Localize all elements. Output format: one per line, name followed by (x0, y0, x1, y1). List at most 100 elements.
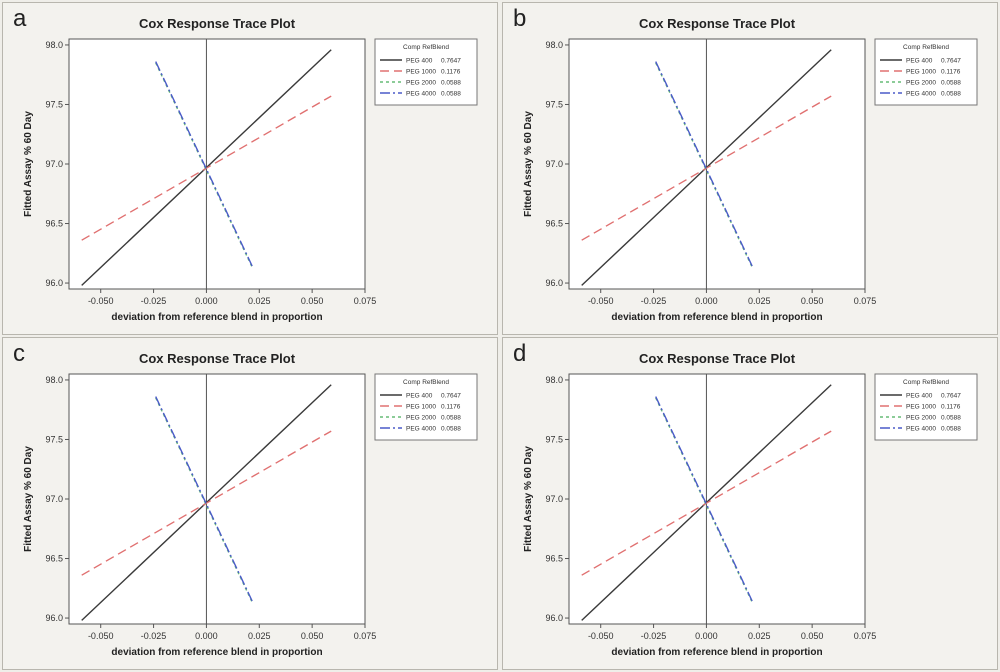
legend-label: PEG 400 (406, 58, 433, 65)
legend: Comp RefBlend PEG 400 0.7647 PEG 1000 0.1176… (874, 373, 978, 441)
y-tick-label: 98.0 (45, 40, 63, 50)
y-tick-label: 97.5 (45, 434, 63, 444)
x-tick-label: -0.025 (641, 631, 667, 641)
series-line-peg-4000 (655, 61, 754, 268)
y-tick-label: 97.0 (545, 159, 563, 169)
legend-value: 0.0588 (941, 91, 961, 98)
x-tick-label: 0.075 (354, 296, 377, 306)
y-tick-label: 96.5 (545, 554, 563, 564)
legend-box (874, 373, 978, 441)
panel-letter: a (13, 5, 27, 32)
x-tick-label: -0.050 (88, 631, 114, 641)
legend-label: PEG 2000 (406, 415, 436, 422)
legend-title: Comp RefBlend (403, 379, 449, 386)
series-line-peg-4000 (155, 396, 254, 603)
plot-area (568, 38, 866, 290)
chart-panel-a: a Cox Response Trace Plot -0.050 -0.025 0.0… (2, 2, 498, 335)
legend-title: Comp RefBlend (903, 379, 949, 386)
x-tick-label: -0.050 (588, 631, 614, 641)
y-tick-label: 98.0 (45, 375, 63, 385)
legend-value: 0.7647 (441, 58, 461, 65)
y-tick-label: 97.5 (45, 99, 63, 109)
plot-area (568, 373, 866, 625)
series-line-peg-4000 (155, 61, 254, 268)
x-tick-label: -0.025 (141, 296, 167, 306)
legend-box (374, 38, 478, 106)
x-tick-label: 0.075 (854, 296, 877, 306)
x-tick-label: 0.075 (854, 631, 877, 641)
chart-panel-d: d Cox Response Trace Plot -0.050 -0.025 0.0… (502, 337, 998, 670)
y-tick-label: 98.0 (545, 375, 563, 385)
series-line-peg-1000 (81, 95, 332, 241)
y-tick-label: 96.0 (45, 613, 63, 623)
x-axis-label: deviation from reference blend in propor… (111, 312, 322, 323)
x-tick-label: -0.025 (641, 296, 667, 306)
chart-title: Cox Response Trace Plot (139, 351, 296, 366)
x-axis-label: deviation from reference blend in propor… (611, 647, 822, 658)
plot-area (68, 38, 366, 290)
legend-value: 0.0588 (441, 426, 461, 433)
x-tick-label: 0.025 (248, 631, 271, 641)
legend-value: 0.1176 (941, 69, 961, 76)
x-tick-label: 0.050 (801, 296, 824, 306)
x-tick-label: 0.025 (748, 631, 771, 641)
y-tick-label: 98.0 (545, 40, 563, 50)
chart-title: Cox Response Trace Plot (639, 351, 796, 366)
legend-label: PEG 1000 (906, 69, 936, 76)
legend-value: 0.0588 (441, 415, 461, 422)
legend-label: PEG 1000 (406, 404, 436, 411)
legend-label: PEG 2000 (906, 415, 936, 422)
legend-label: PEG 4000 (906, 426, 936, 433)
legend-label: PEG 1000 (406, 69, 436, 76)
legend-label: PEG 2000 (906, 80, 936, 87)
chart-svg: Cox Response Trace Plot -0.050 -0.025 0.000… (523, 16, 978, 323)
x-tick-label: 0.050 (801, 631, 824, 641)
y-tick-label: 97.0 (545, 494, 563, 504)
series-line-peg-1000 (581, 95, 832, 241)
chart-panel-b: b Cox Response Trace Plot -0.050 -0.025 0.0… (502, 2, 998, 335)
y-axis-label: Fitted Assay % 60 Day (523, 446, 534, 552)
legend-value: 0.7647 (941, 393, 961, 400)
x-tick-label: 0.050 (301, 296, 324, 306)
x-tick-label: -0.050 (88, 296, 114, 306)
legend-value: 0.1176 (441, 404, 461, 411)
legend-box (374, 373, 478, 441)
y-tick-label: 97.0 (45, 159, 63, 169)
chart-svg: Cox Response Trace Plot -0.050 -0.025 0.000… (523, 351, 978, 658)
x-tick-label: -0.050 (588, 296, 614, 306)
legend-label: PEG 2000 (406, 80, 436, 87)
legend-value: 0.1176 (441, 69, 461, 76)
legend-title: Comp RefBlend (403, 44, 449, 51)
legend-label: PEG 400 (906, 58, 933, 65)
legend-title: Comp RefBlend (903, 44, 949, 51)
y-tick-label: 96.5 (45, 219, 63, 229)
y-axis-label: Fitted Assay % 60 Day (23, 446, 34, 552)
panel-letter: b (513, 5, 527, 32)
y-tick-label: 96.5 (545, 219, 563, 229)
legend-label: PEG 4000 (406, 426, 436, 433)
x-tick-label: 0.050 (301, 631, 324, 641)
y-tick-label: 96.5 (45, 554, 63, 564)
series-line-peg-1000 (581, 430, 832, 576)
panel-letter: c (13, 340, 25, 367)
legend: Comp RefBlend PEG 400 0.7647 PEG 1000 0.1176… (874, 38, 978, 106)
legend-label: PEG 4000 (406, 91, 436, 98)
x-tick-label: 0.025 (248, 296, 271, 306)
legend-box (874, 38, 978, 106)
legend-value: 0.0588 (941, 426, 961, 433)
y-axis-label: Fitted Assay % 60 Day (523, 111, 534, 217)
chart-panel-c: c Cox Response Trace Plot -0.050 -0.025 0.0… (2, 337, 498, 670)
plot-area (68, 373, 366, 625)
y-tick-label: 97.0 (45, 494, 63, 504)
legend: Comp RefBlend PEG 400 0.7647 PEG 1000 0.1176… (374, 373, 478, 441)
x-tick-label: 0.000 (695, 296, 718, 306)
x-tick-label: 0.000 (195, 296, 218, 306)
chart-title: Cox Response Trace Plot (139, 16, 296, 31)
x-axis-label: deviation from reference blend in propor… (111, 647, 322, 658)
chart-svg: Cox Response Trace Plot -0.050 -0.025 0.000… (23, 16, 478, 323)
x-tick-label: -0.025 (141, 631, 167, 641)
y-tick-label: 97.5 (545, 434, 563, 444)
legend-label: PEG 1000 (906, 404, 936, 411)
panel-letter: d (513, 340, 527, 367)
